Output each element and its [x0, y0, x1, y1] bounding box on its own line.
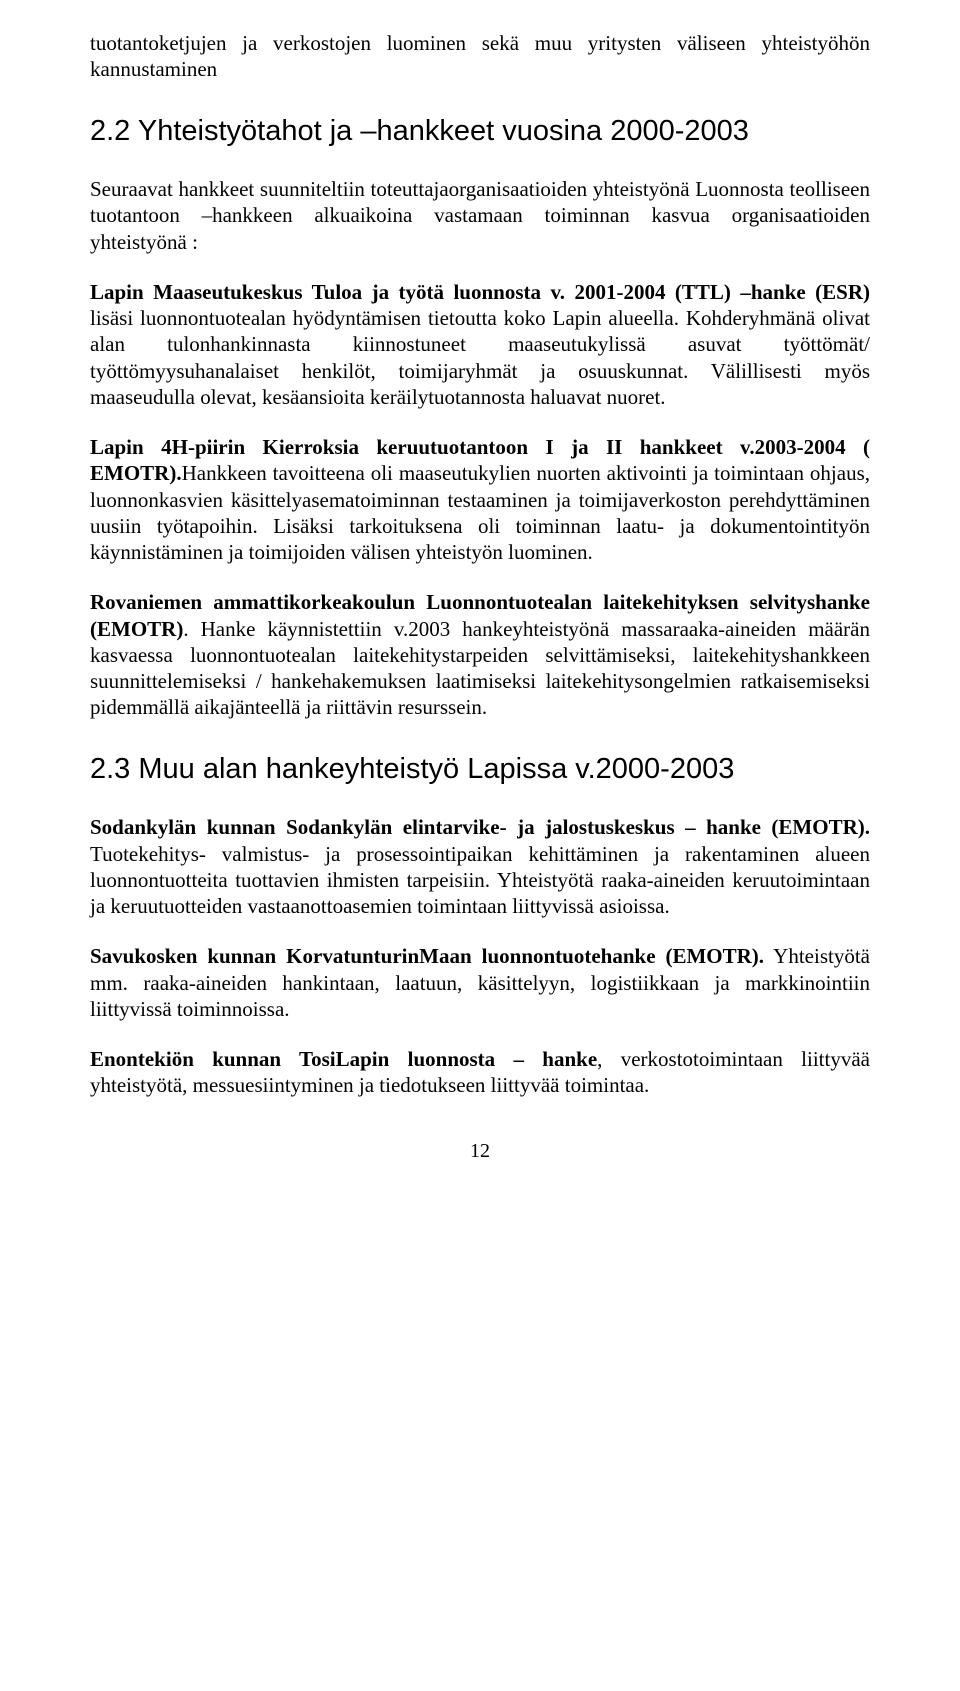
- page-number: 12: [90, 1139, 870, 1164]
- paragraph-lapin: Lapin Maaseutukeskus Tuloa ja työtä luon…: [90, 279, 870, 410]
- paragraph-sodankyla-rest: Tuotekehitys- valmistus- ja prosessointi…: [90, 842, 870, 919]
- paragraph-sodankyla: Sodankylän kunnan Sodankylän elintarvike…: [90, 814, 870, 919]
- paragraph-22-intro: Seuraavat hankkeet suunniteltiin toteutt…: [90, 176, 870, 255]
- heading-2-2: 2.2 Yhteistyötahot ja –hankkeet vuosina …: [90, 113, 870, 151]
- paragraph-4h-rest: Hankkeen tavoitteena oli maaseutukylien …: [90, 461, 870, 564]
- paragraph-lapin-rest: lisäsi luonnontuotealan hyödyntämisen ti…: [90, 306, 870, 409]
- paragraph-savukoski-bold-3: KorvatunturinMaan: [286, 944, 472, 968]
- paragraph-4h: Lapin 4H-piirin Kierroksia keruutuotanto…: [90, 434, 870, 565]
- paragraph-savukoski-space-1: [197, 944, 207, 968]
- paragraph-savukoski-bold-2: kunnan: [207, 944, 276, 968]
- paragraph-rovaniemi-rest: . Hanke käynnistettiin v.2003 hankeyhtei…: [90, 617, 870, 720]
- paragraph-enontekio: Enontekiön kunnan TosiLapin luonnosta – …: [90, 1046, 870, 1099]
- paragraph-rovaniemi: Rovaniemen ammattikorkeakoulun Luonnontu…: [90, 589, 870, 720]
- document-page: tuotantoketjujen ja verkostojen luominen…: [0, 0, 960, 1691]
- paragraph-savukoski-bold-4: luonnontuotehanke (EMOTR).: [482, 944, 764, 968]
- paragraph-enontekio-bold: Enontekiön kunnan TosiLapin luonnosta – …: [90, 1047, 597, 1071]
- paragraph-savukoski-space-2: [276, 944, 286, 968]
- paragraph-savukoski-space-3: [472, 944, 482, 968]
- paragraph-lapin-bold: Lapin Maaseutukeskus Tuloa ja työtä luon…: [90, 280, 870, 304]
- paragraph-lead: tuotantoketjujen ja verkostojen luominen…: [90, 30, 870, 83]
- paragraph-sodankyla-bold: Sodankylän kunnan Sodankylän elintarvike…: [90, 815, 870, 839]
- heading-2-3: 2.3 Muu alan hankeyhteistyö Lapissa v.20…: [90, 751, 870, 789]
- paragraph-savukoski: Savukosken kunnan KorvatunturinMaan luon…: [90, 943, 870, 1022]
- paragraph-savukoski-bold-1: Savukosken: [90, 944, 197, 968]
